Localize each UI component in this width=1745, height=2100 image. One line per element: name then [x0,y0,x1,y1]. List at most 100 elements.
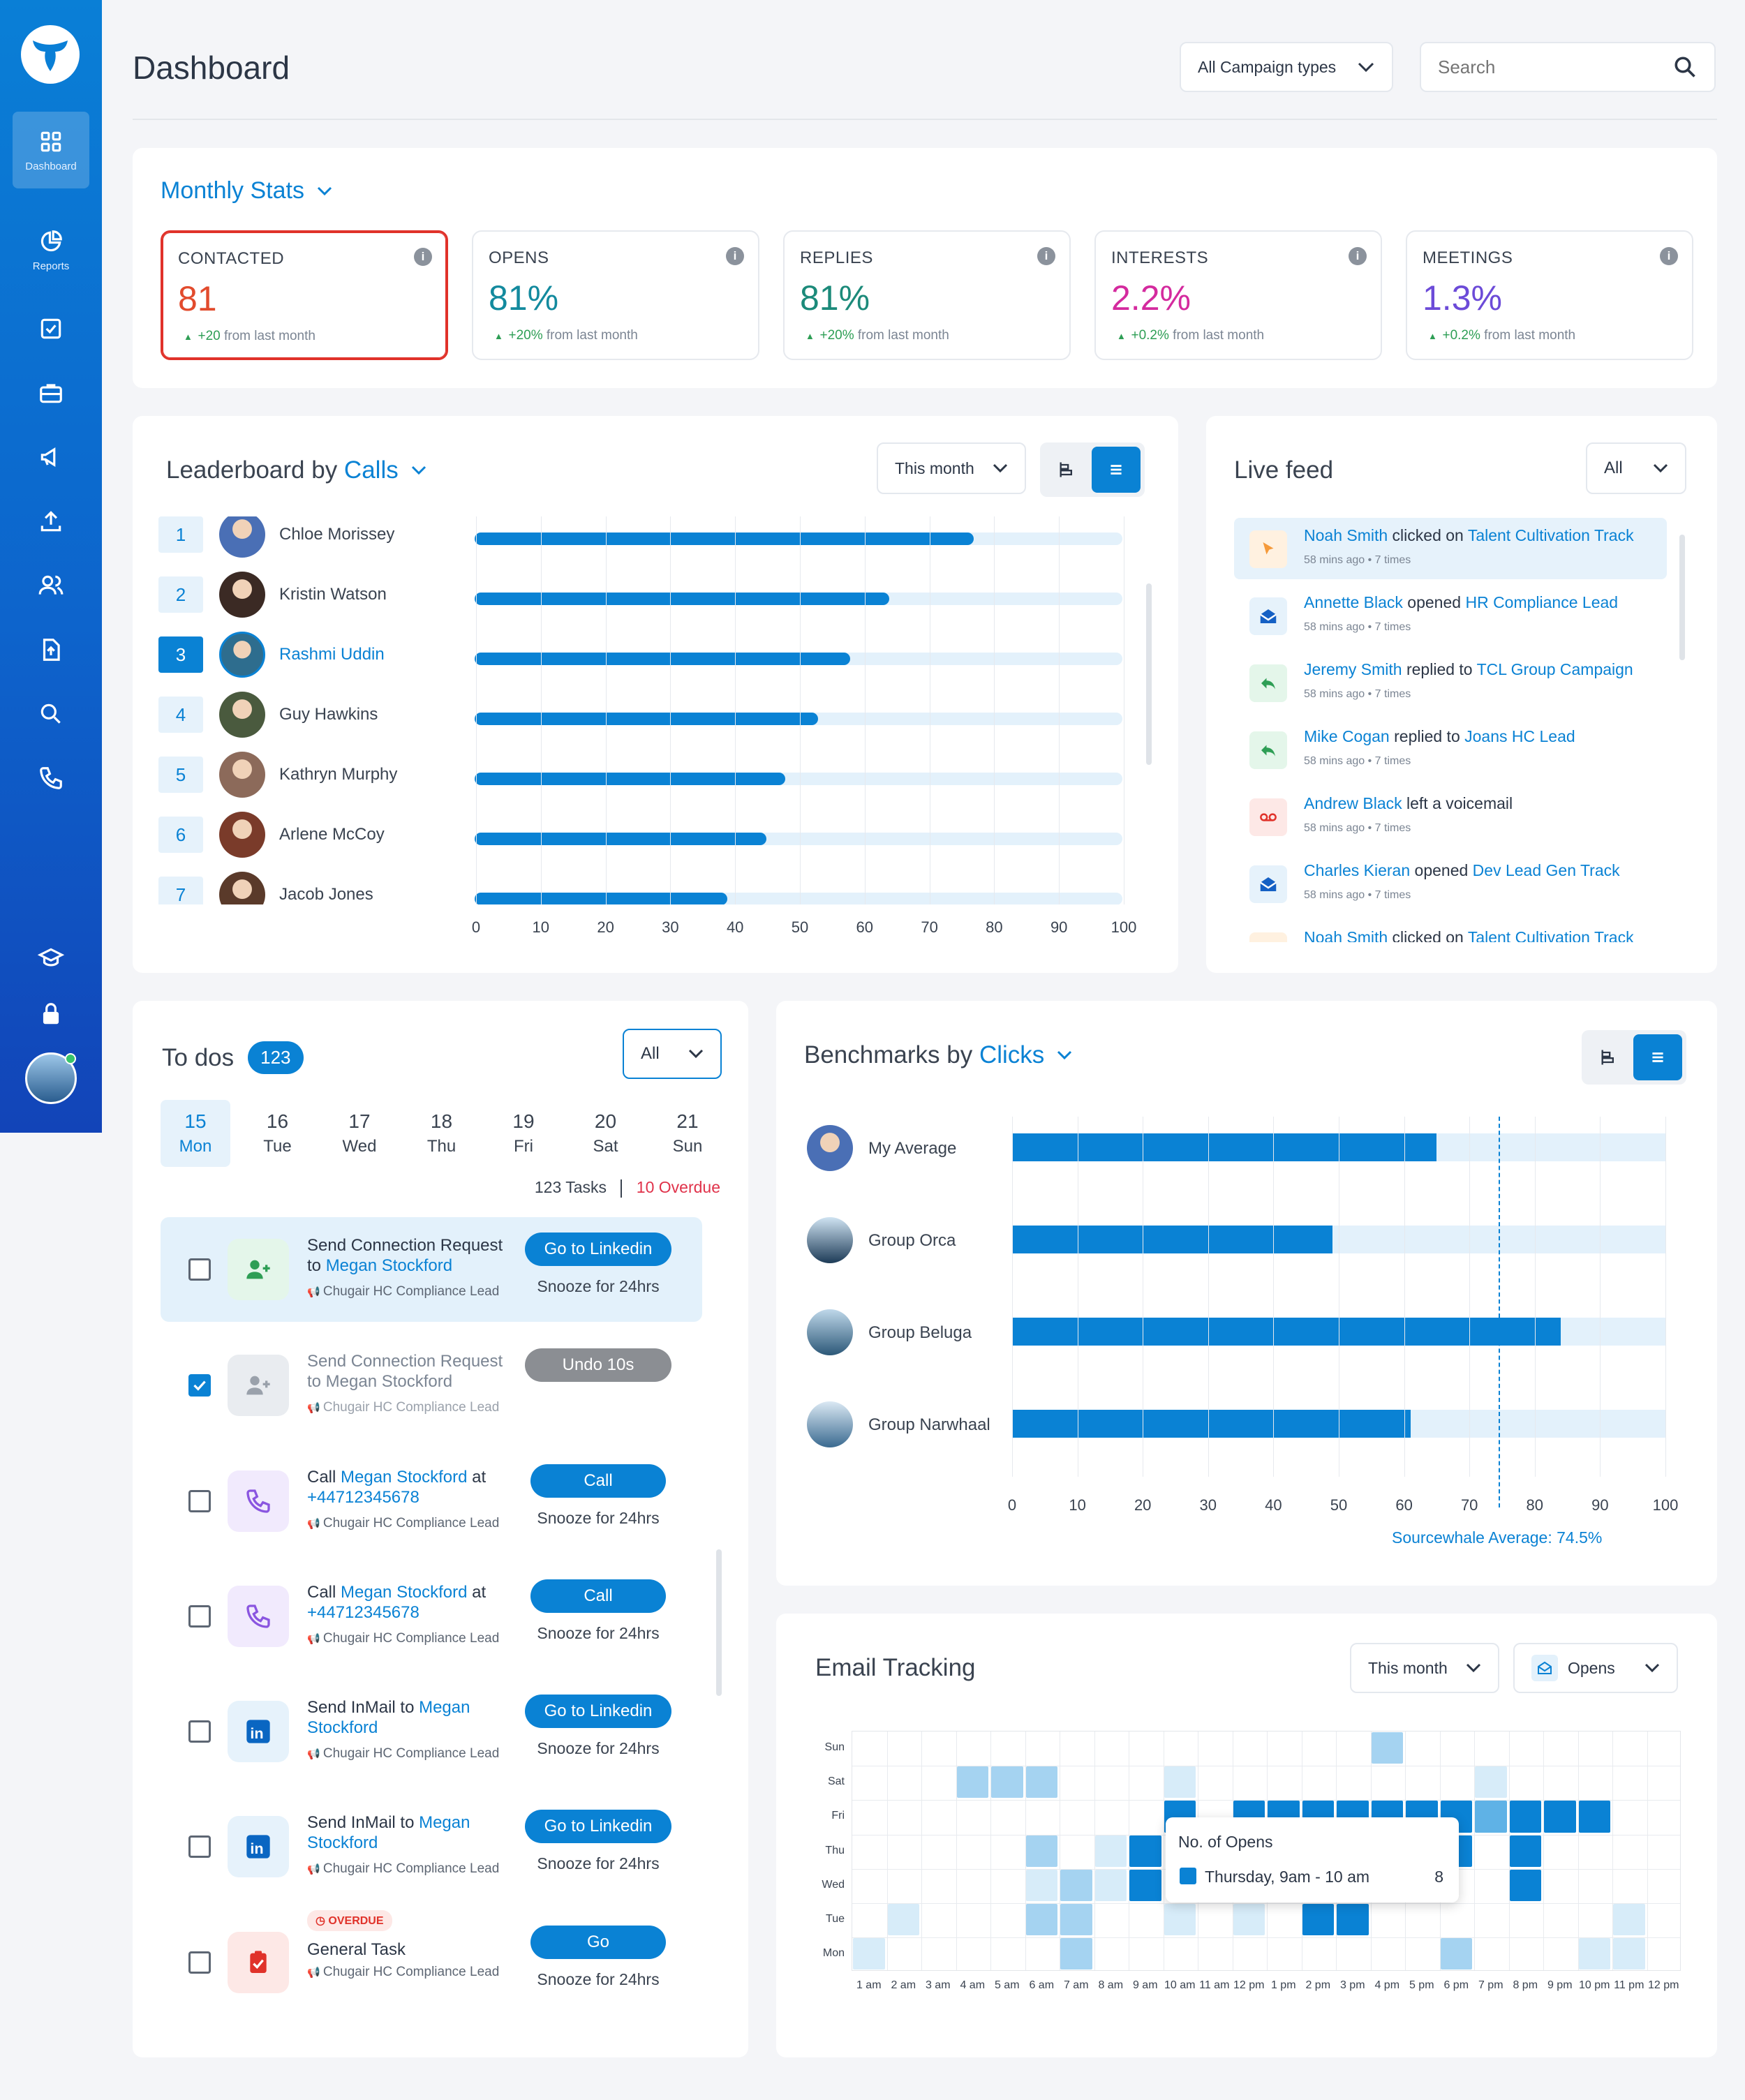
search-icon[interactable] [1672,54,1698,80]
day-tab[interactable]: 17 Wed [325,1100,394,1167]
todo-action-button[interactable]: Go to Linkedin [525,1233,671,1266]
snooze-button[interactable]: Snooze for 24hrs [537,1509,660,1527]
heatmap-cell[interactable] [1613,1904,1645,1936]
feed-contact-link[interactable]: Noah Smith [1304,526,1388,544]
feed-item[interactable]: Jeremy Smith replied to TCL Group Campai… [1234,652,1667,713]
heatmap-cell[interactable] [1578,1938,1610,1970]
info-icon[interactable]: i [726,247,744,265]
sidebar-item-tasks[interactable] [13,311,89,346]
feed-campaign-link[interactable]: Talent Cultivation Track [1467,928,1634,942]
day-tab[interactable]: 20 Sat [571,1100,641,1167]
snooze-button[interactable]: Snooze for 24hrs [537,1970,660,1988]
info-icon[interactable]: i [1037,247,1055,265]
feed-contact-link[interactable]: Annette Black [1304,593,1403,611]
scrollbar[interactable] [1679,535,1685,660]
feed-campaign-link[interactable]: Joans HC Lead [1464,727,1575,745]
email-tracking-period-select[interactable]: This month [1350,1643,1499,1693]
todo-action-button[interactable]: Undo 10s [525,1348,671,1382]
feed-item[interactable]: Noah Smith clicked on Talent Cultivation… [1234,518,1667,579]
scrollbar[interactable] [1146,583,1152,765]
heatmap-cell[interactable] [1475,1766,1507,1799]
heatmap-cell[interactable] [1302,1904,1334,1936]
info-icon[interactable]: i [1660,247,1678,265]
feed-campaign-link[interactable]: Talent Cultivation Track [1467,526,1634,544]
heatmap-cell[interactable] [1475,1801,1507,1833]
feed-contact-link[interactable]: Charles Kieran [1304,861,1411,879]
feed-campaign-link[interactable]: HR Compliance Lead [1465,593,1619,611]
todo-action-button[interactable]: Go to Linkedin [525,1695,671,1728]
snooze-button[interactable]: Snooze for 24hrs [537,1624,660,1642]
heatmap-cell[interactable] [956,1766,988,1799]
leaderboard-title[interactable]: Leaderboard by Calls [166,456,426,484]
sidebar-item-upload[interactable] [13,504,89,539]
heatmap-cell[interactable] [991,1766,1023,1799]
feed-item[interactable]: Charles Kieran opened Dev Lead Gen Track… [1234,853,1667,914]
todo-action-button[interactable]: Go to Linkedin [525,1810,671,1843]
sidebar-item-security[interactable] [13,997,89,1032]
info-icon[interactable]: i [1349,247,1367,265]
heatmap-cell[interactable] [1164,1904,1196,1936]
todo-action-button[interactable]: Go [530,1926,666,1959]
heatmap-cell[interactable] [1129,1835,1161,1867]
avatar[interactable] [25,1052,77,1104]
whale-logo-icon[interactable] [21,25,80,84]
feed-contact-link[interactable]: Noah Smith [1304,928,1388,942]
feed-item[interactable]: Andrew Black left a voicemail 58 mins ago… [1234,786,1667,847]
day-tab[interactable]: 16 Tue [243,1100,313,1167]
heatmap-cell[interactable] [1094,1869,1127,1901]
feed-contact-link[interactable]: Mike Cogan [1304,727,1390,745]
heatmap-cell[interactable] [1060,1869,1092,1901]
snooze-button[interactable]: Snooze for 24hrs [537,1739,660,1757]
stat-card[interactable]: INTERESTS i 2.2% ▲ +0.2% from last month [1094,230,1382,360]
heatmap-cell[interactable] [1509,1801,1541,1833]
sidebar-item-campaigns[interactable] [13,440,89,475]
contact-link[interactable]: Megan Stockford [341,1468,468,1487]
overdue-count[interactable]: 10 Overdue [636,1178,720,1196]
heatmap-cell[interactable] [1440,1938,1472,1970]
heatmap-cell[interactable] [1509,1835,1541,1867]
heatmap-cell[interactable] [887,1904,919,1936]
snooze-button[interactable]: Snooze for 24hrs [537,1277,660,1295]
snooze-button[interactable]: Snooze for 24hrs [537,1854,660,1872]
feed-item[interactable]: Noah Smith clicked on Talent Cultivation… [1234,920,1667,942]
heatmap-cell[interactable] [1337,1904,1369,1936]
feed-item[interactable]: Mike Cogan replied to Joans HC Lead 58 mi… [1234,719,1667,780]
heatmap-cell[interactable] [1578,1801,1610,1833]
stat-card[interactable]: MEETINGS i 1.3% ▲ +0.2% from last month [1406,230,1693,360]
contact-link[interactable]: Megan Stockford [307,1813,470,1852]
heatmap-cell[interactable] [1509,1869,1541,1901]
heatmap-cell[interactable] [1164,1766,1196,1799]
sidebar-item-calls[interactable] [13,761,89,796]
list-view-icon[interactable] [1633,1034,1682,1080]
feed-campaign-link[interactable]: TCL Group Campaign [1476,660,1633,678]
day-tab[interactable]: 18 Thu [407,1100,477,1167]
sidebar-item-jobs[interactable] [13,375,89,410]
contact-link[interactable]: Megan Stockford [325,1256,453,1275]
heatmap-cell[interactable] [1233,1904,1265,1936]
scrollbar[interactable] [716,1549,722,1696]
contact-link[interactable]: Megan Stockford [341,1583,468,1602]
sidebar-item-reports[interactable]: Reports [13,214,89,286]
heatmap-cell[interactable] [1025,1766,1057,1799]
sidebar-item-files[interactable] [13,632,89,667]
leaderboard-period-select[interactable]: This month [877,442,1026,494]
list-view-icon[interactable] [1092,447,1141,493]
contact-link[interactable]: Megan Stockford [307,1698,470,1737]
heatmap-cell[interactable] [1025,1835,1057,1867]
campaign-type-select[interactable]: All Campaign types [1180,42,1393,92]
heatmap-cell[interactable] [1060,1904,1092,1936]
feed-campaign-link[interactable]: Dev Lead Gen Track [1472,861,1620,879]
heatmap-cell[interactable] [1025,1869,1057,1901]
stat-card[interactable]: OPENS i 81% ▲ +20% from last month [472,230,759,360]
feed-contact-link[interactable]: Andrew Black [1304,794,1402,812]
todos-filter[interactable]: All [623,1029,722,1079]
heatmap-cell[interactable] [1613,1938,1645,1970]
sidebar-item-contacts[interactable] [13,568,89,603]
search-box[interactable] [1420,42,1716,92]
bar-view-icon[interactable] [1586,1034,1632,1080]
todo-checkbox[interactable] [188,1258,211,1281]
todo-checkbox[interactable] [188,1605,211,1628]
info-icon[interactable]: i [414,248,432,266]
bar-view-icon[interactable] [1044,447,1090,493]
benchmarks-title[interactable]: Benchmarks by Clicks [804,1041,1072,1069]
